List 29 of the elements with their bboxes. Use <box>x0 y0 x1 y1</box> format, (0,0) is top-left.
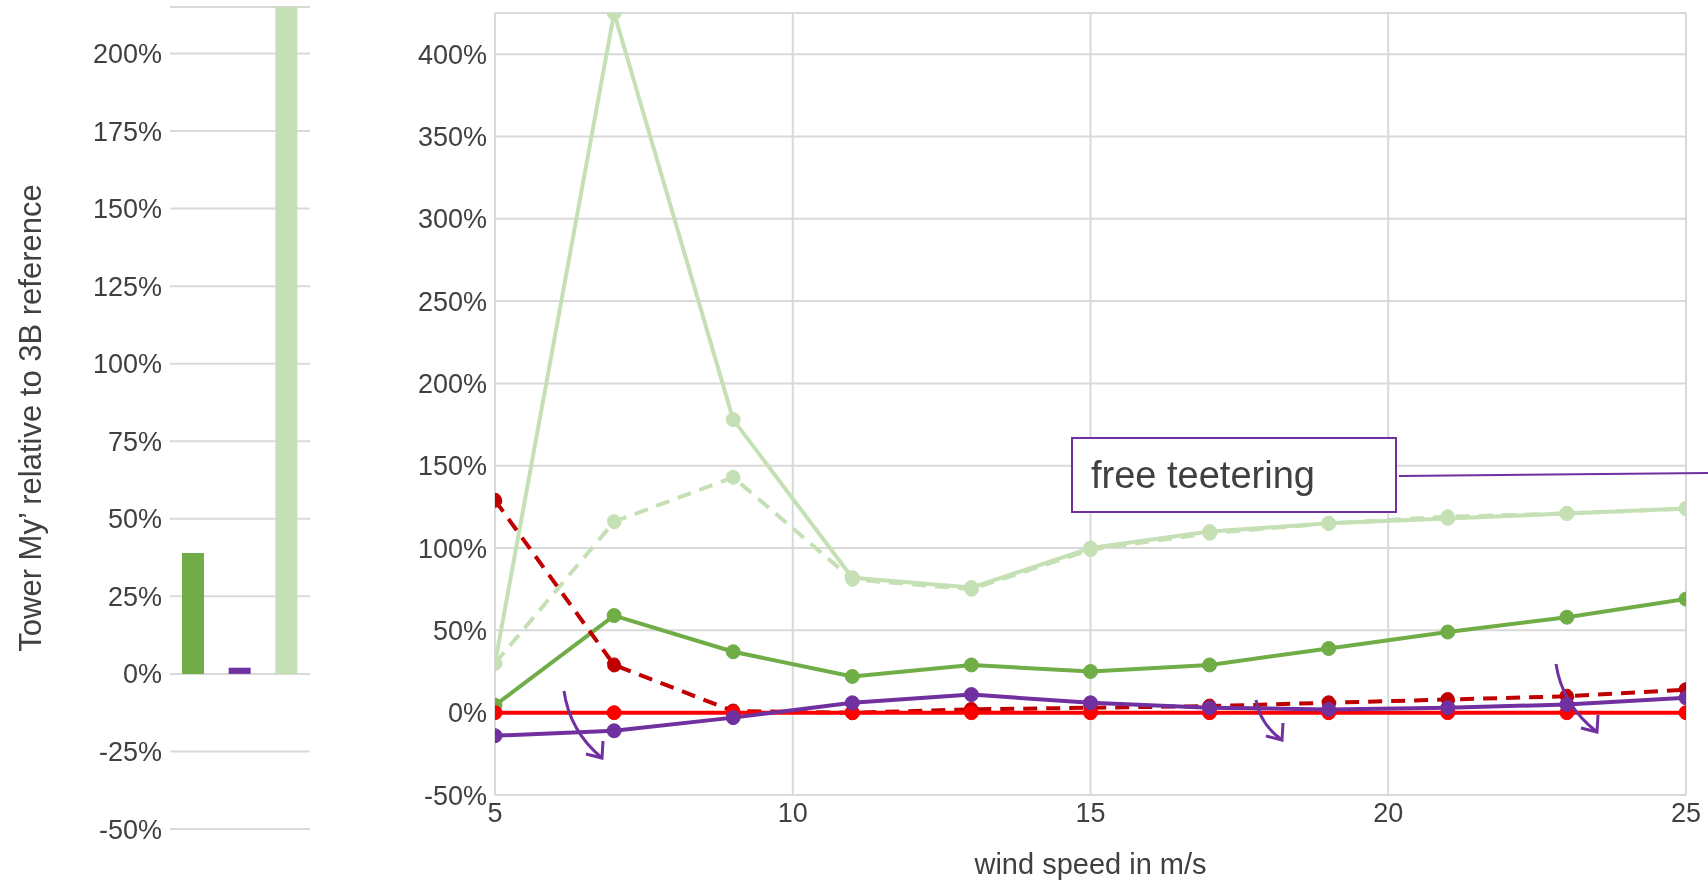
x-tick-label: 15 <box>1075 798 1106 829</box>
y-tick-label: 100% <box>92 349 162 380</box>
y-tick-label: 400% <box>417 39 487 70</box>
y-axis-title: Tower My’ relative to 3B reference <box>13 184 49 652</box>
y-tick-label: 0% <box>447 698 487 729</box>
y-tick-label: 75% <box>107 426 162 457</box>
y-tick-label: 175% <box>92 116 162 147</box>
y-tick-label: -25% <box>98 737 162 768</box>
y-tick-label: -50% <box>98 814 162 845</box>
y-tick-label: 50% <box>432 615 487 646</box>
annotation: free teetering <box>1071 437 1397 513</box>
y-tick-label: 150% <box>92 194 162 225</box>
y-tick-label: 250% <box>417 286 487 317</box>
y-tick-label: 350% <box>417 122 487 153</box>
y-tick-label: 300% <box>417 204 487 235</box>
x-tick-label: 5 <box>487 798 503 829</box>
y-tick-label: 25% <box>107 581 162 612</box>
y-tick-label: 50% <box>107 504 162 535</box>
x-axis-title: wind speed in m/s <box>973 848 1207 880</box>
y-tick-label: 125% <box>92 271 162 302</box>
y-tick-label: 200% <box>417 369 487 400</box>
y-tick-label: 150% <box>417 451 487 482</box>
y-tick-label: 100% <box>417 533 487 564</box>
x-tick-label: 20 <box>1373 798 1404 829</box>
y-tick-label: 200% <box>92 39 162 70</box>
x-tick-label: 10 <box>777 798 808 829</box>
x-tick-label: 25 <box>1670 798 1702 829</box>
y-tick-label: -50% <box>423 780 487 811</box>
y-tick-label: 0% <box>122 659 162 690</box>
